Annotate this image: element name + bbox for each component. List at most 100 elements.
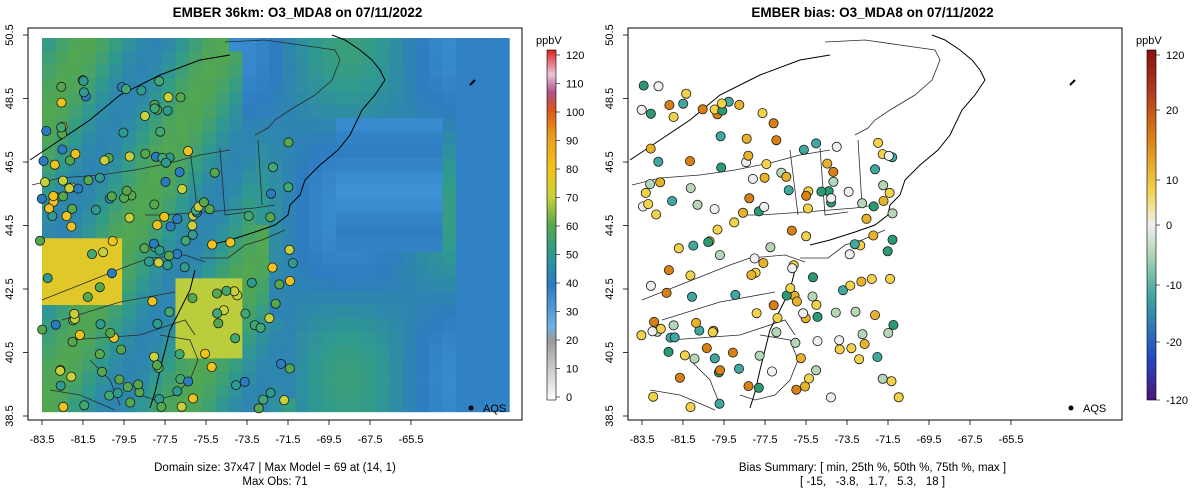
grid-cell xyxy=(122,371,136,386)
grid-cell xyxy=(82,131,96,146)
grid-cell xyxy=(42,238,56,253)
bias-point xyxy=(826,193,837,204)
grid-cell xyxy=(375,104,390,119)
grid-cell xyxy=(295,171,310,186)
bias-point xyxy=(791,296,802,307)
grid-cell xyxy=(175,318,190,333)
grid-cell xyxy=(282,171,297,186)
grid-cell xyxy=(469,345,483,359)
observation-point xyxy=(149,351,160,362)
grid-cell xyxy=(429,184,443,199)
grid-cell xyxy=(322,158,337,172)
grid-cell xyxy=(228,264,243,279)
grid-cell xyxy=(95,91,110,106)
observation-point xyxy=(95,319,106,330)
grid-cell xyxy=(202,398,216,413)
left-footer-line1: Domain size: 37x47 | Max Model = 69 at (… xyxy=(154,462,396,474)
observation-point xyxy=(58,191,69,202)
right-panel-title: EMBER bias: O3_MDA8 on 07/11/2022 xyxy=(751,5,994,20)
grid-cell xyxy=(482,51,497,66)
grid-cell xyxy=(415,64,430,79)
grid-cell xyxy=(495,171,510,186)
grid-cell xyxy=(455,198,470,212)
grid-cell xyxy=(282,64,297,79)
grid-cell xyxy=(82,238,96,253)
grid-cell xyxy=(42,291,56,306)
grid-cell xyxy=(82,358,96,373)
bias-point xyxy=(834,344,845,355)
grid-cell xyxy=(255,158,270,172)
grid-cell xyxy=(442,198,457,212)
grid-cell xyxy=(202,104,216,119)
grid-cell xyxy=(68,238,83,253)
observation-point xyxy=(121,185,132,196)
grid-cell xyxy=(135,198,150,212)
observation-point xyxy=(230,333,241,344)
grid-cell xyxy=(375,331,390,346)
right-footer-line1: Bias Summary: [ min, 25th %, 50th %, 75t… xyxy=(738,462,1007,474)
observation-point xyxy=(148,238,159,249)
observation-point xyxy=(164,250,175,261)
grid-cell xyxy=(295,184,310,199)
grid-cell xyxy=(309,78,323,92)
grid-cell xyxy=(175,224,190,239)
observation-point xyxy=(149,103,160,114)
bias-point xyxy=(663,265,674,276)
grid-cell xyxy=(335,345,350,359)
grid-cell xyxy=(175,358,190,373)
grid-cell xyxy=(375,371,390,386)
grid-cell xyxy=(55,278,70,293)
observation-point xyxy=(94,349,105,360)
grid-cell xyxy=(415,38,430,52)
bias-point xyxy=(872,351,883,362)
observation-point xyxy=(49,159,60,170)
grid-cell xyxy=(469,291,483,306)
bias-point xyxy=(868,230,879,241)
grid-cell xyxy=(375,264,390,279)
grid-cell xyxy=(135,264,150,279)
grid-cell xyxy=(429,371,443,386)
bias-point xyxy=(638,80,649,91)
grid-cell xyxy=(82,224,96,239)
grid-cell xyxy=(295,371,310,386)
grid-cell xyxy=(95,305,110,319)
bias-point xyxy=(734,99,745,110)
grid-cell xyxy=(389,51,403,66)
bias-point xyxy=(816,186,827,197)
colorbar-tick-label: 20 xyxy=(566,335,578,347)
grid-cell xyxy=(255,144,270,159)
bias-point xyxy=(645,143,656,154)
grid-cell xyxy=(242,291,257,306)
grid-cell xyxy=(55,345,70,359)
grid-cell xyxy=(362,318,377,333)
grid-cell xyxy=(429,131,443,146)
grid-cell xyxy=(429,78,443,92)
grid-cell xyxy=(402,104,417,119)
grid-cell xyxy=(482,238,497,253)
grid-cell xyxy=(469,144,483,159)
grid-cell xyxy=(148,331,163,346)
bias-point xyxy=(692,199,703,210)
grid-cell xyxy=(375,171,390,186)
bias-point xyxy=(655,323,666,334)
observation-point xyxy=(87,249,98,260)
bias-point xyxy=(887,208,898,219)
grid-cell xyxy=(362,398,377,413)
grid-cell xyxy=(495,318,510,333)
bias-point xyxy=(825,392,836,403)
grid-cell xyxy=(242,144,257,159)
observation-point xyxy=(143,256,154,267)
bias-point xyxy=(878,195,889,206)
observation-point xyxy=(160,176,171,187)
observation-point xyxy=(67,336,78,347)
grid-cell xyxy=(135,211,150,226)
grid-cell xyxy=(175,278,190,293)
colorbar-tick-label: 0 xyxy=(566,392,572,404)
grid-cell xyxy=(135,118,150,132)
grid-cell xyxy=(188,345,203,359)
grid-cell xyxy=(282,331,297,346)
bias-point xyxy=(828,166,839,177)
grid-cell xyxy=(322,398,337,413)
grid-cell xyxy=(82,264,96,279)
observation-point xyxy=(35,235,46,246)
